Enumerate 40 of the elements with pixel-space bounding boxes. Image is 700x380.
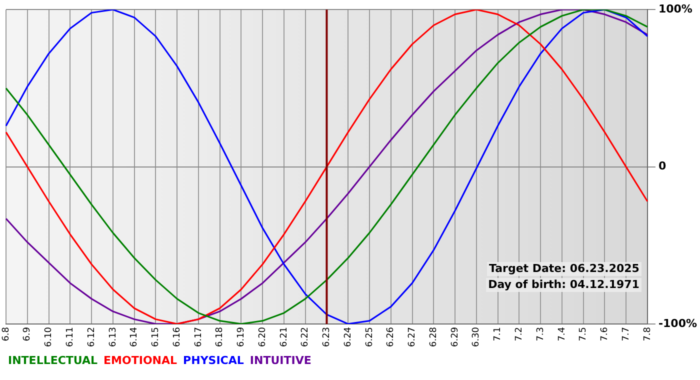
x-tick-label: 7.4 — [557, 326, 568, 342]
x-tick-label: 7.7 — [621, 326, 632, 342]
x-tick-label: 6.23 — [322, 326, 332, 348]
x-tick-label: 7.5 — [578, 326, 589, 342]
x-tick-label: 6.12 — [86, 326, 97, 348]
x-tick-label: 7.3 — [536, 326, 546, 342]
y-tick-label: 0 — [658, 160, 666, 173]
y-tick-label: 100% — [658, 2, 692, 16]
x-tick-label: 6.17 — [194, 326, 204, 348]
x-tick-label: 6.20 — [258, 326, 268, 348]
x-tick-label: 6.30 — [472, 326, 482, 348]
text: PHYSICAL — [183, 354, 244, 367]
x-tick-label: 6.21 — [279, 326, 290, 348]
x-tick-label: 6.14 — [130, 326, 140, 348]
text: INTUITIVE — [250, 354, 312, 367]
x-tick-label: 6.11 — [65, 326, 76, 348]
x-tick-label: 6.19 — [236, 326, 247, 348]
x-tick-label: 6.22 — [300, 326, 311, 348]
x-tick-label: 7.8 — [642, 326, 653, 342]
x-tick-label: 6.27 — [408, 326, 418, 348]
x-tick-label: 6.8 — [1, 326, 12, 342]
x-tick-label: 6.9 — [22, 326, 33, 342]
x-tick-label: 6.15 — [151, 326, 162, 348]
x-tick-label: 7.1 — [493, 326, 504, 342]
x-tick-label: 6.16 — [172, 326, 182, 348]
x-tick-label: 6.24 — [343, 326, 354, 348]
x-tick-label: 7.2 — [514, 326, 525, 342]
x-tick-label: 6.28 — [428, 326, 439, 348]
x-tick-label: 7.6 — [600, 326, 610, 342]
y-tick-label: -100% — [658, 316, 698, 330]
annotation: Day of birth: 04.12.1971 — [488, 278, 640, 291]
text: EMOTIONAL — [104, 354, 178, 367]
x-tick-label: 6.26 — [386, 326, 396, 348]
x-tick-label: 6.18 — [215, 326, 226, 348]
x-tick-label: 6.25 — [364, 326, 375, 348]
x-tick-label: 6.10 — [44, 326, 54, 348]
text: INTELLECTUAL — [8, 354, 98, 367]
annotation: Target Date: 06.23.2025 — [489, 262, 640, 275]
x-tick-label: 6.13 — [108, 326, 118, 348]
x-tick-label: 6.29 — [450, 326, 460, 348]
